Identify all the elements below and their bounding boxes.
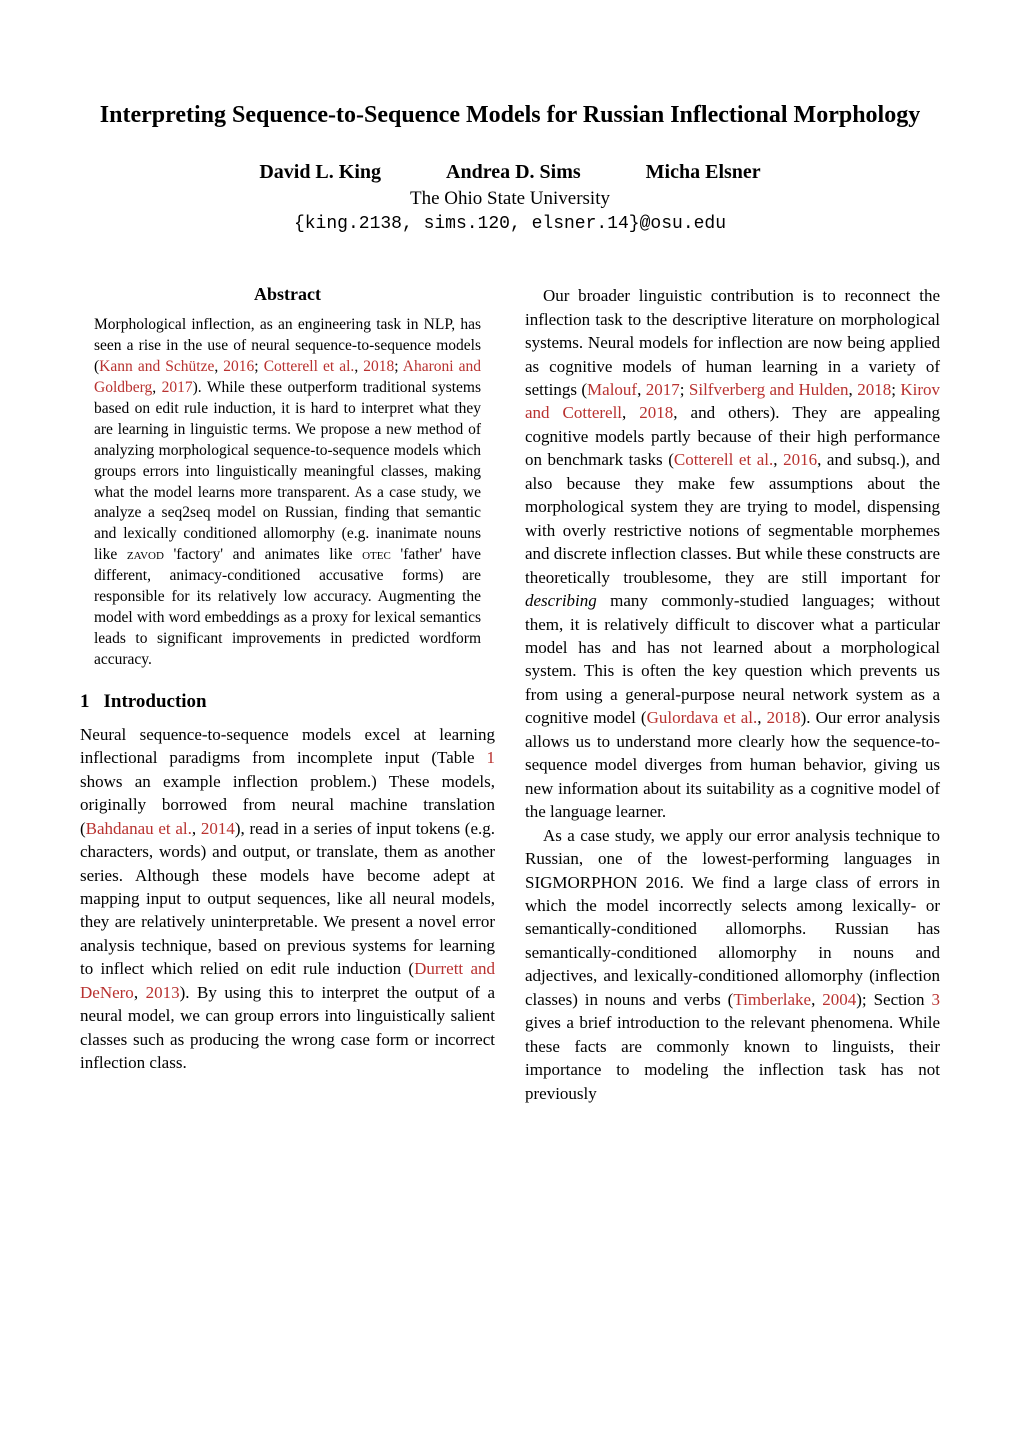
body-part: ); Section (856, 990, 931, 1009)
emphasis-describing: describing (525, 591, 597, 610)
body-part: As a case study, we apply our error anal… (525, 826, 940, 1009)
body-part: ). By using this to interpret the output… (80, 983, 495, 1072)
sep: ; (254, 358, 263, 375)
section-1-right-body: Our broader linguistic contribution is t… (525, 284, 940, 1105)
affiliation: The Ohio State University (80, 188, 940, 210)
author-3: Micha Elsner (646, 161, 761, 184)
smallcaps-otec: otec (362, 546, 391, 563)
citation-year[interactable]: 2017 (162, 379, 193, 396)
sep: ; (680, 380, 689, 399)
body-part: many commonly-studied languages; without… (525, 591, 940, 727)
abstract-text: Morphological inflection, as an engineer… (80, 315, 495, 671)
section-1-left-body: Neural sequence-to-sequence models excel… (80, 723, 495, 1075)
citation-cotterell-2016[interactable]: Cotterell et al. (674, 450, 773, 469)
right-column: Our broader linguistic contribution is t… (525, 284, 940, 1105)
authors-line: David L. King Andrea D. Sims Micha Elsne… (80, 161, 940, 184)
citation-year[interactable]: 2013 (146, 983, 180, 1002)
citation-year[interactable]: 2016 (783, 450, 817, 469)
abstract-part-1c: 'factory' and animates like (164, 546, 362, 563)
citation-malouf[interactable]: Malouf (587, 380, 637, 399)
sep: ; (891, 380, 900, 399)
citation-silfverberg[interactable]: Silfverberg and Hulden (689, 380, 849, 399)
citation-year[interactable]: 2016 (223, 358, 254, 375)
body-part: ), read in a series of input tokens (e.g… (80, 819, 495, 979)
citation-year[interactable]: 2018 (363, 358, 394, 375)
body-part: Neural sequence-to-sequence models excel… (80, 725, 495, 767)
sep: ; (394, 358, 403, 375)
section-number: 1 (80, 691, 90, 712)
citation-year[interactable]: 2017 (646, 380, 680, 399)
citation-cotterell[interactable]: Cotterell et al. (264, 358, 355, 375)
smallcaps-zavod: zavod (127, 546, 164, 563)
section-title: Introduction (104, 691, 207, 712)
abstract-heading: Abstract (80, 284, 495, 305)
abstract-part-1b: ). While these outperform traditional sy… (94, 379, 481, 563)
two-column-layout: Abstract Morphological inflection, as an… (80, 284, 940, 1105)
body-part: , and subsq.), and also because they mak… (525, 450, 940, 586)
author-1: David L. King (259, 161, 381, 184)
citation-year[interactable]: 2018 (639, 403, 673, 422)
citation-year[interactable]: 2018 (767, 708, 801, 727)
table-ref[interactable]: 1 (487, 748, 496, 767)
left-column: Abstract Morphological inflection, as an… (80, 284, 495, 1105)
citation-gulordava[interactable]: Gulordava et al. (647, 708, 758, 727)
citation-timberlake[interactable]: Timberlake (733, 990, 811, 1009)
paper-title: Interpreting Sequence-to-Sequence Models… (80, 100, 940, 131)
citation-year[interactable]: 2014 (201, 819, 235, 838)
body-part: gives a brief introduction to the releva… (525, 1013, 940, 1102)
section-ref[interactable]: 3 (931, 990, 940, 1009)
author-2: Andrea D. Sims (446, 161, 581, 184)
citation-bahdanau[interactable]: Bahdanau et al. (86, 819, 192, 838)
citation-kann-schutze[interactable]: Kann and Schütze (99, 358, 214, 375)
section-1-heading: 1 Introduction (80, 691, 495, 713)
citation-year[interactable]: 2004 (822, 990, 856, 1009)
citation-year[interactable]: 2018 (857, 380, 891, 399)
emails: {king.2138, sims.120, elsner.14}@osu.edu (80, 214, 940, 234)
abstract-part-1d: 'father' have different, animacy-conditi… (94, 546, 481, 668)
